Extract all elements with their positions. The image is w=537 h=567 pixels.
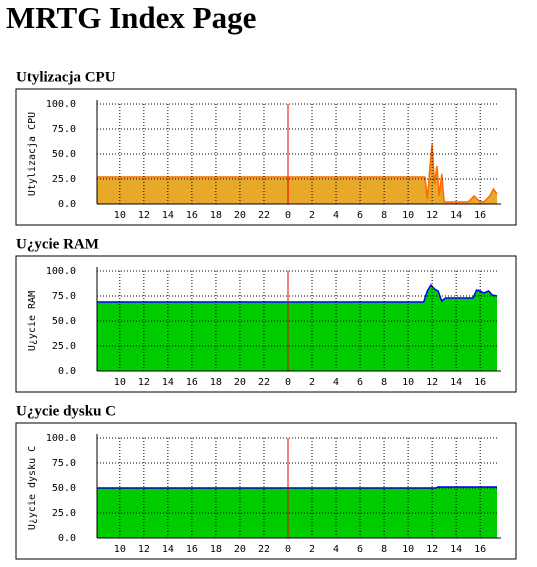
y-tick-label: 75.0	[52, 124, 76, 135]
x-tick-label: 16	[474, 544, 486, 555]
x-tick-label: 16	[186, 544, 198, 555]
x-tick-label: 12	[426, 210, 438, 221]
area-fill	[97, 487, 497, 538]
x-tick-label: 2	[309, 210, 315, 221]
x-tick-label: 18	[210, 544, 222, 555]
y-tick-label: 0.0	[58, 533, 76, 544]
x-tick-label: 4	[333, 210, 339, 221]
x-tick-label: 16	[474, 377, 486, 388]
x-tick-label: 0	[285, 210, 291, 221]
x-tick-label: 6	[357, 210, 363, 221]
x-tick-label: 12	[138, 377, 150, 388]
chart-frame	[15, 255, 517, 393]
x-tick-label: 6	[357, 377, 363, 388]
chart-title: Utylizacja CPU	[16, 69, 116, 85]
x-tick-label: 10	[402, 210, 414, 221]
x-tick-label: 4	[333, 544, 339, 555]
y-tick-label: 0.0	[58, 366, 76, 377]
x-tick-label: 10	[114, 210, 126, 221]
x-tick-label: 14	[450, 377, 462, 388]
x-tick-label: 20	[234, 210, 246, 221]
area-line	[97, 143, 498, 203]
y-tick-label: 75.0	[52, 458, 76, 469]
x-tick-label: 12	[138, 210, 150, 221]
y-tick-label: 25.0	[52, 341, 76, 352]
area-fill	[97, 144, 497, 204]
x-tick-label: 10	[402, 377, 414, 388]
x-tick-label: 12	[426, 377, 438, 388]
page-title: MRTG Index Page	[6, 0, 256, 35]
x-tick-label: 4	[333, 377, 339, 388]
x-tick-label: 16	[474, 210, 486, 221]
chart-title: U¿ycie RAM	[16, 236, 99, 252]
chart-frame	[15, 422, 517, 560]
x-tick-label: 8	[381, 377, 387, 388]
x-tick-label: 14	[450, 210, 462, 221]
x-tick-label: 14	[162, 544, 174, 555]
y-axis-label: U¿ycie dysku C	[27, 446, 38, 530]
y-tick-label: 75.0	[52, 291, 76, 302]
x-tick-label: 10	[114, 377, 126, 388]
y-axis-label: U¿ycie RAM	[27, 291, 38, 351]
x-tick-label: 2	[309, 544, 315, 555]
x-tick-label: 2	[309, 377, 315, 388]
x-tick-label: 8	[381, 210, 387, 221]
y-tick-label: 25.0	[52, 508, 76, 519]
x-tick-label: 18	[210, 377, 222, 388]
x-tick-label: 20	[234, 544, 246, 555]
x-tick-label: 14	[162, 377, 174, 388]
chart-title: U¿ycie dysku C	[16, 403, 116, 419]
y-tick-label: 100.0	[46, 266, 76, 277]
x-tick-label: 16	[186, 377, 198, 388]
x-tick-label: 22	[258, 210, 270, 221]
y-tick-label: 100.0	[46, 99, 76, 110]
x-tick-label: 6	[357, 544, 363, 555]
x-tick-label: 12	[138, 544, 150, 555]
x-tick-label: 8	[381, 544, 387, 555]
x-tick-label: 16	[186, 210, 198, 221]
y-axis-label: Utylizacja CPU	[27, 112, 38, 196]
x-tick-label: 14	[162, 210, 174, 221]
y-tick-label: 0.0	[58, 199, 76, 210]
area-fill	[97, 285, 497, 371]
x-tick-label: 20	[234, 377, 246, 388]
y-tick-label: 50.0	[52, 149, 76, 160]
x-tick-label: 14	[450, 544, 462, 555]
x-tick-label: 0	[285, 544, 291, 555]
chart-frame	[15, 88, 517, 226]
x-tick-label: 22	[258, 544, 270, 555]
y-tick-label: 50.0	[52, 316, 76, 327]
area-line	[97, 283, 498, 303]
x-tick-label: 10	[114, 544, 126, 555]
y-tick-label: 100.0	[46, 433, 76, 444]
x-tick-label: 22	[258, 377, 270, 388]
y-tick-label: 50.0	[52, 483, 76, 494]
x-tick-label: 10	[402, 544, 414, 555]
x-tick-label: 12	[426, 544, 438, 555]
x-tick-label: 0	[285, 377, 291, 388]
x-tick-label: 18	[210, 210, 222, 221]
y-tick-label: 25.0	[52, 174, 76, 185]
